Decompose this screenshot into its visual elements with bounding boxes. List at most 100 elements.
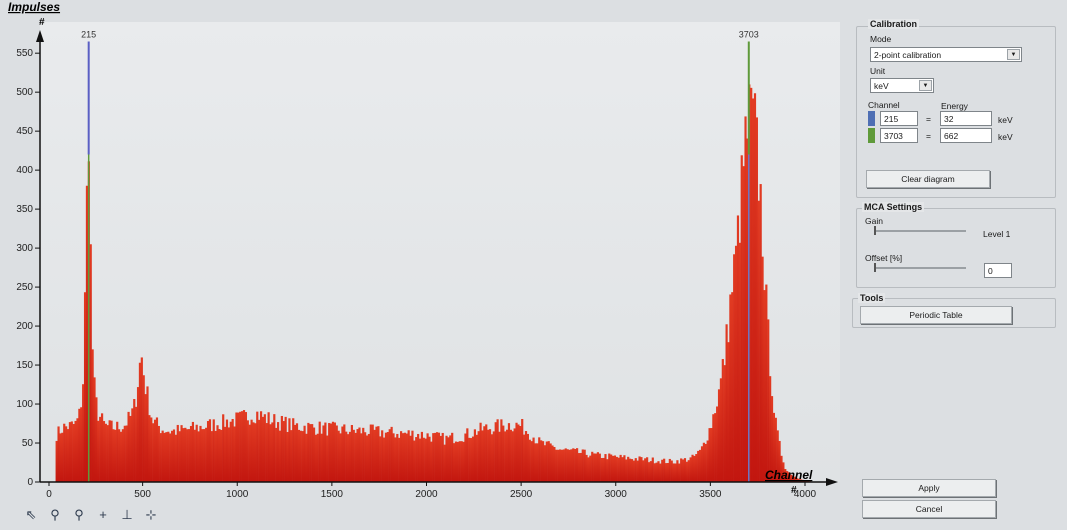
histogram-bar (411, 430, 414, 482)
histogram-bar (259, 411, 263, 482)
periodic-table-button[interactable]: Periodic Table (860, 306, 1012, 324)
histogram-bar (152, 423, 155, 482)
histogram-bar (401, 433, 405, 482)
histogram-bar (464, 433, 467, 482)
channel-1-input[interactable]: 215 (880, 111, 918, 126)
marker-icon[interactable]: ⊹ (145, 507, 157, 522)
offset-slider-thumb[interactable] (874, 263, 876, 272)
histogram-bar (511, 431, 514, 482)
histogram-bar (239, 411, 242, 482)
histogram-bar (290, 430, 293, 482)
histogram-bar (549, 443, 552, 482)
x-tick-label: 1500 (321, 489, 344, 500)
histogram-bar (205, 427, 208, 482)
cancel-button[interactable]: Cancel (862, 500, 996, 518)
histogram-bar (515, 422, 518, 482)
histogram-bar (585, 454, 588, 482)
histogram-bar (483, 426, 486, 482)
histogram-bar (451, 432, 454, 482)
channel-1-color-swatch (868, 111, 875, 126)
histogram-bar (733, 254, 736, 482)
histogram-bar (610, 454, 613, 482)
zoom-icon[interactable]: ⚲ (50, 507, 60, 522)
crosshair-icon[interactable]: + (99, 507, 107, 522)
histogram-bar (795, 477, 798, 482)
histogram-bar (587, 457, 590, 482)
histogram-bar (466, 428, 469, 482)
histogram-bar (337, 430, 340, 482)
gain-slider-thumb[interactable] (874, 226, 876, 235)
histogram-bar (502, 425, 505, 482)
gain-slider[interactable] (874, 230, 966, 232)
histogram-bar (208, 419, 212, 482)
zoom-area-icon[interactable]: ⚲ (74, 507, 84, 522)
histogram-bar (471, 436, 475, 482)
y-tick-label: 100 (16, 399, 33, 410)
histogram-bar (574, 449, 577, 482)
histogram-bar (180, 425, 183, 482)
histogram-bar (169, 433, 172, 482)
histogram-bar (653, 463, 656, 482)
histogram-bar (447, 437, 450, 482)
histogram-bar (716, 406, 719, 482)
energy-2-input[interactable]: 662 (940, 128, 992, 143)
histogram-bar (780, 455, 783, 482)
histogram-bar (791, 475, 794, 482)
clear-diagram-button[interactable]: Clear diagram (866, 170, 990, 188)
histogram-bar (138, 362, 142, 482)
apply-button[interactable]: Apply (862, 479, 996, 497)
histogram-bar (195, 424, 198, 482)
mode-select[interactable]: 2-point calibration ▼ (870, 47, 1022, 62)
histogram-bar (702, 442, 705, 482)
histogram-bar (494, 422, 497, 482)
histogram-bar (801, 479, 804, 482)
histogram-bar (678, 463, 681, 482)
histogram-bar (176, 424, 179, 482)
offset-input[interactable]: 0 (984, 263, 1012, 278)
histogram-bar (261, 416, 265, 482)
histogram-bar (220, 429, 223, 482)
histogram-bar (750, 87, 753, 482)
histogram-bar (621, 457, 624, 482)
histogram-bar (83, 292, 87, 482)
histogram-bar (369, 424, 372, 482)
x-axis-unit: # (791, 485, 797, 496)
histogram-bar (757, 200, 760, 483)
histogram-bar (333, 422, 336, 482)
histogram-bar (206, 421, 210, 482)
offset-slider[interactable] (874, 267, 966, 269)
histogram-bar (619, 454, 622, 482)
histogram-bar (634, 458, 637, 482)
histogram-bar (218, 429, 221, 482)
histogram-bar (172, 429, 176, 482)
histogram-bar (668, 458, 671, 482)
chevron-down-icon[interactable]: ▼ (919, 80, 932, 91)
histogram-bar (689, 457, 692, 482)
histogram-bar (104, 423, 107, 482)
histogram-bar (428, 436, 431, 482)
histogram-bar (443, 444, 446, 482)
histogram-bar (93, 377, 96, 482)
histogram-bar (717, 389, 721, 482)
histogram-bar (288, 418, 291, 482)
histogram-bar (403, 432, 406, 482)
histogram-bar (295, 423, 299, 482)
grid-icon[interactable]: ⊥ (121, 507, 133, 522)
histogram-bar (640, 457, 643, 482)
energy-1-input[interactable]: 32 (940, 111, 992, 126)
histogram-bar (723, 365, 726, 482)
pointer-icon[interactable]: ⇖ (25, 507, 37, 522)
histogram-bar (710, 428, 713, 482)
unit-select[interactable]: keV ▼ (870, 78, 934, 93)
histogram-bar (246, 420, 249, 482)
y-tick-label: 350 (16, 204, 33, 215)
histogram-bar (396, 433, 399, 482)
channel-2-input[interactable]: 3703 (880, 128, 918, 143)
histogram-bar (191, 421, 195, 482)
histogram-bar (422, 437, 425, 482)
spectrum-chart[interactable]: 215 3703 0 50 100 150 200 250 300 350 400 450 500 55… (0, 0, 850, 530)
histogram-bar (91, 349, 94, 482)
histogram-bar (598, 453, 601, 482)
chevron-down-icon[interactable]: ▼ (1007, 49, 1020, 60)
histogram-bar (786, 471, 789, 482)
